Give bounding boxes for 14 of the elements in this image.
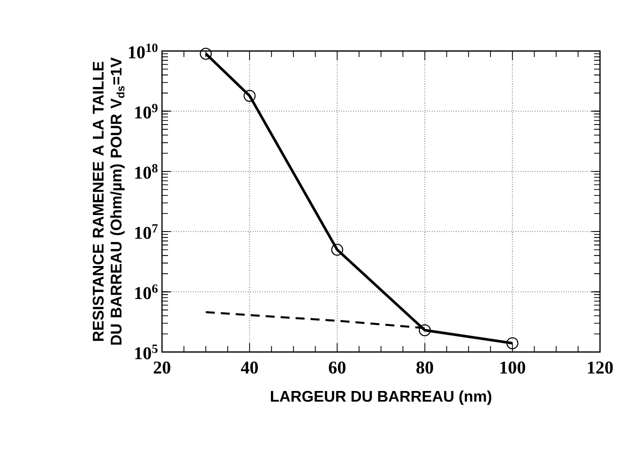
y-tick-label: 10$^{9}$ xyxy=(135,104,158,119)
y-tick-label: 10$^{8}$ xyxy=(135,164,158,179)
y-tick-label: 10$^{10}$ xyxy=(128,44,158,58)
y-tick-label: 10$^{5}$ xyxy=(135,344,158,360)
x-tick-label: 20 xyxy=(154,362,170,374)
y-tick-label: 10$^{7}$ xyxy=(135,224,158,239)
y-axis-title: RESISTANCE RAMENEE A LA TAILLE DU BARREAU (Ohm/µm) POUR V$_{ds}$=1V xyxy=(92,57,125,345)
x-tick-label: 40 xyxy=(240,362,258,374)
y-tick-label: 10$^{6}$ xyxy=(135,284,158,300)
x-tick-label: 60 xyxy=(328,362,346,374)
x-axis-title: LARGEUR DU BARREAU (nm) xyxy=(270,390,492,405)
x-tick-label: 80 xyxy=(416,362,434,374)
x-tick-label: 100 xyxy=(500,362,526,374)
x-tick-label: 120 xyxy=(588,362,613,374)
